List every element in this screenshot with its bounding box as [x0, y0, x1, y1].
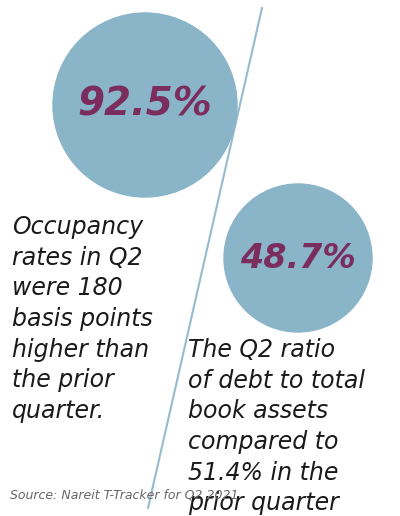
Text: 92.5%: 92.5%: [78, 86, 212, 124]
Text: The Q2 ratio
of debt to total
book assets
compared to
51.4% in the
prior quarter: The Q2 ratio of debt to total book asset…: [188, 338, 365, 515]
Text: Occupancy
rates in Q2
were 180
basis points
higher than
the prior
quarter.: Occupancy rates in Q2 were 180 basis poi…: [12, 215, 153, 423]
Circle shape: [53, 13, 237, 197]
Circle shape: [224, 184, 372, 332]
Text: Source: Nareit T-Tracker for Q2 2021: Source: Nareit T-Tracker for Q2 2021: [10, 489, 238, 502]
Text: 48.7%: 48.7%: [240, 241, 356, 275]
